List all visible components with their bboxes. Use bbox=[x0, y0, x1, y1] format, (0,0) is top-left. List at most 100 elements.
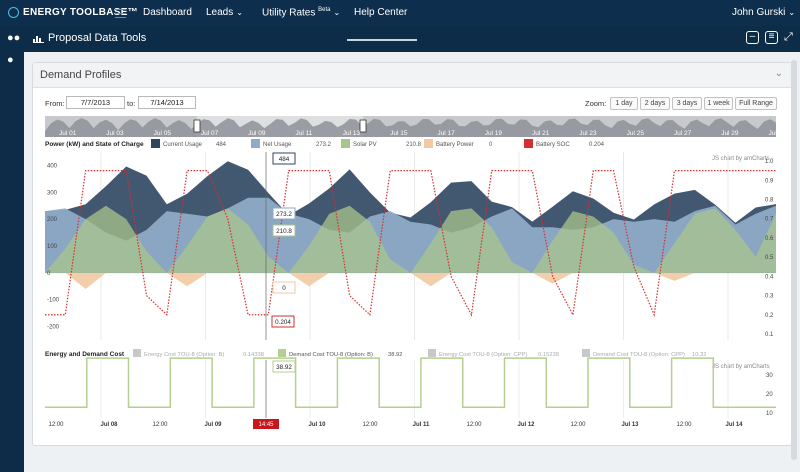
user-menu[interactable]: John Gurski ⌄ bbox=[732, 7, 795, 18]
x-axis-label: 12:00 bbox=[362, 422, 378, 428]
legend-value: 484 bbox=[216, 142, 227, 148]
legend-swatch bbox=[524, 139, 533, 148]
power-chart[interactable]: Power (kW) and State of Charge Current Us… bbox=[45, 139, 776, 340]
y-axis-tick-left: 100 bbox=[47, 244, 58, 250]
legend-label: Energy Cost TOU-8 (Option: B) bbox=[144, 352, 224, 358]
cursor-value-box bbox=[271, 315, 295, 328]
zoom-1-week-button[interactable]: 1 week bbox=[704, 97, 733, 110]
navigator-label: Jul 15 bbox=[390, 130, 408, 137]
cursor-value-box bbox=[272, 152, 296, 165]
zoom-1-day-button[interactable]: 1 day bbox=[610, 97, 638, 110]
navigator-label: Jul 27 bbox=[674, 130, 692, 137]
cursor-value: 273.2 bbox=[276, 211, 292, 218]
y-axis-tick-left: -200 bbox=[47, 325, 60, 331]
legend-label: Net Usage bbox=[263, 142, 292, 148]
from-date-input[interactable]: 7/7/2013 bbox=[66, 96, 125, 109]
navigator-label: Jul 17 bbox=[437, 130, 455, 137]
user-name: John Gurski bbox=[732, 7, 786, 18]
legend-swatch bbox=[151, 139, 160, 148]
solar-pv-area bbox=[45, 205, 776, 273]
users-icon[interactable]: ●● bbox=[7, 32, 21, 44]
navigator-label: Jul 31 bbox=[769, 130, 787, 137]
navigator-silhouette bbox=[45, 118, 776, 137]
x-axis-label: 14:45 bbox=[258, 422, 274, 428]
page-title: Proposal Data Tools bbox=[48, 32, 147, 44]
range-navigator[interactable]: Jul 01 Jul 03 Jul 05 Jul 07 Jul 09 Jul 11 Jul … bbox=[45, 116, 786, 137]
demand-cost-line bbox=[45, 357, 776, 409]
y-axis-tick-left: 300 bbox=[47, 190, 58, 196]
to-date-input[interactable]: 7/14/2013 bbox=[138, 96, 196, 109]
battery-power-area bbox=[45, 272, 776, 289]
legend-value: 0.14338 bbox=[243, 352, 264, 358]
navigator-label: Jul 09 bbox=[248, 130, 266, 137]
nav-leads[interactable]: Leads ⌄ bbox=[206, 7, 243, 18]
y-axis-tick-right: 0.1 bbox=[765, 332, 774, 338]
zoom-full-range-button[interactable]: Full Range bbox=[735, 97, 777, 110]
logo-text: ENERGY TOOLBASE™ bbox=[23, 7, 139, 18]
panel-header[interactable]: Demand Profiles ⌄ bbox=[33, 63, 791, 88]
x-axis-label: Jul 09 bbox=[204, 422, 222, 428]
navigator-label: Jul 13 bbox=[343, 130, 361, 137]
cursor-value-box bbox=[272, 224, 296, 237]
chevron-down-icon: ⌄ bbox=[788, 8, 796, 17]
nav-help-center[interactable]: Help Center bbox=[354, 7, 407, 18]
zoom-2-days-button[interactable]: 2 days bbox=[640, 97, 670, 110]
legend-label: Battery Power bbox=[436, 142, 474, 148]
x-axis-label: Jul 13 bbox=[621, 422, 639, 428]
navigator-label: Jul 29 bbox=[721, 130, 739, 137]
legend-label: Demand Cost TOU-8 (Option: B) bbox=[289, 352, 373, 358]
chevron-down-icon[interactable]: ⌄ bbox=[774, 68, 783, 79]
panel-title: Demand Profiles bbox=[40, 69, 122, 81]
y-axis-tick-left: 400 bbox=[47, 163, 58, 169]
list-view-button[interactable]: ≡ bbox=[765, 31, 778, 44]
navigator-label: Jul 11 bbox=[296, 130, 313, 137]
legend-value: 273.2 bbox=[316, 142, 332, 148]
legend-label: Energy Cost TOU-8 (Option: CPP) bbox=[439, 352, 527, 358]
top-nav-bar: ENERGY TOOLBASE™ Dashboard Leads ⌄ Utilit… bbox=[0, 0, 800, 26]
minimize-button[interactable]: – bbox=[746, 31, 759, 44]
x-axis-label: Jul 11 bbox=[413, 422, 430, 428]
cursor-value-box bbox=[272, 281, 296, 294]
zoom-3-days-button[interactable]: 3 days bbox=[672, 97, 702, 110]
expand-icon[interactable]: ⤢ bbox=[784, 31, 793, 43]
page-scrollbar[interactable] bbox=[791, 60, 797, 460]
nav-utility-rates-label: Utility Rates bbox=[262, 7, 316, 19]
cost-chart[interactable]: Energy and Demand Cost Energy Cost TOU-8 … bbox=[45, 349, 776, 429]
to-label: to: bbox=[127, 99, 136, 108]
y-axis-tick-right: 0.7 bbox=[765, 217, 774, 223]
legend-swatch bbox=[424, 139, 433, 148]
chart-title: Power (kW) and State of Charge bbox=[45, 141, 144, 148]
legend-value: 0.204 bbox=[589, 142, 605, 148]
user-icon[interactable]: ● bbox=[7, 54, 14, 66]
legend-label: Current Usage bbox=[163, 142, 203, 148]
energy-toolbase-logo[interactable]: ENERGY TOOLBASE™ bbox=[8, 7, 138, 18]
chart-icon bbox=[33, 36, 44, 43]
x-axis-label: Jul 08 bbox=[100, 422, 118, 428]
menu-icon[interactable] bbox=[115, 9, 126, 18]
navigator-label: Jul 25 bbox=[627, 130, 645, 137]
amcharts-credit: JS chart by amCharts bbox=[712, 156, 770, 162]
from-label: From: bbox=[45, 99, 65, 108]
y-axis-tick-right: 0.8 bbox=[765, 197, 774, 203]
legend-label: Demand Cost TOU-8 (Option: CPP) bbox=[593, 352, 685, 358]
legend-label: Battery SOC bbox=[536, 142, 570, 148]
nav-leads-label: Leads bbox=[206, 7, 234, 18]
legend-swatch bbox=[133, 349, 141, 357]
navigator-handle-left bbox=[193, 119, 201, 133]
nav-dashboard[interactable]: Dashboard bbox=[143, 7, 192, 18]
navigator-label: Jul 19 bbox=[485, 130, 503, 137]
nav-utility-rates[interactable]: Utility Rates Beta ⌄ bbox=[262, 7, 340, 18]
cursor-value-box bbox=[272, 207, 296, 220]
legend-swatch bbox=[341, 139, 350, 148]
y-axis-tick-right: 30 bbox=[766, 373, 773, 379]
y-axis-tick-right: 0.2 bbox=[765, 313, 774, 319]
nav-help-center-label: Help Center bbox=[354, 7, 408, 18]
x-axis-label: 12:00 bbox=[676, 422, 692, 428]
cursor-value-box bbox=[272, 360, 296, 373]
y-axis-tick-right: 0.3 bbox=[765, 294, 774, 300]
legend-value: 0.15238 bbox=[538, 352, 559, 358]
cursor-value: 484 bbox=[279, 156, 290, 163]
y-axis-tick-right: 0.6 bbox=[765, 236, 774, 242]
y-axis-tick-right: 20 bbox=[766, 392, 773, 398]
